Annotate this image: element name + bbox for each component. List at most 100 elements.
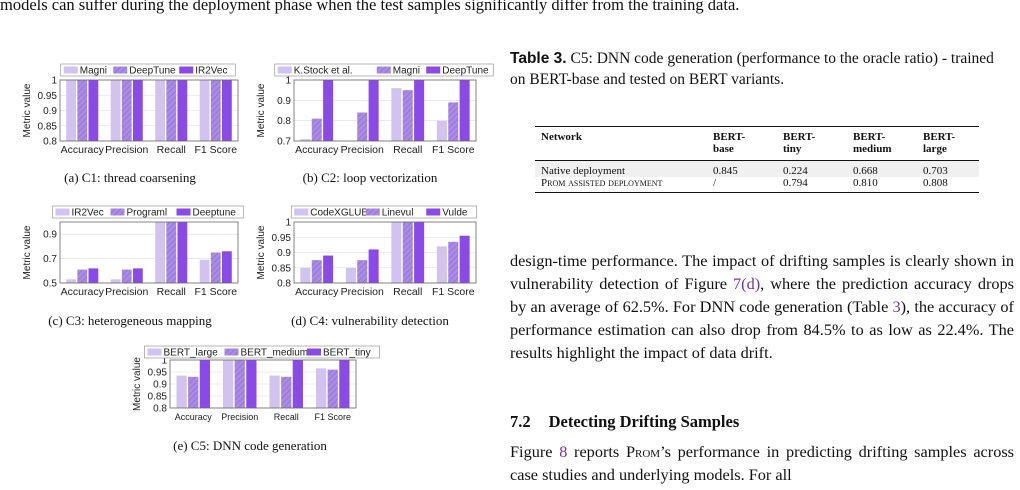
table-cell: 0.810 xyxy=(853,177,878,189)
bar-1 xyxy=(269,375,280,408)
bar-2 xyxy=(234,360,245,408)
bar-1 xyxy=(66,279,77,283)
y-tick-label: 0.8 xyxy=(277,116,291,127)
prom-name: Prom xyxy=(625,442,661,461)
table-cell: 0.794 xyxy=(783,177,808,189)
x-tick-label: F1 Score xyxy=(194,286,237,298)
section-title: Detecting Drifting Samples xyxy=(548,412,740,431)
bar-1 xyxy=(110,80,121,141)
y-axis-label: Metric value xyxy=(256,225,267,279)
figure8-link[interactable]: 8 xyxy=(559,442,568,461)
chart-c: Metric value 0.5 0.7 0.9 Accuracy Precision Re… xyxy=(10,205,250,310)
x-tick-label: Accuracy xyxy=(175,412,213,422)
bar-3 xyxy=(292,360,303,408)
y-tick-label: 0.7 xyxy=(43,254,57,265)
body-text-2: , where the prediction accuracy drops by… xyxy=(510,274,1015,316)
bar-1 xyxy=(345,267,356,283)
bar-3 xyxy=(177,80,188,141)
y-tick-label: 1 xyxy=(51,76,57,87)
y-tick-label: 0.9 xyxy=(43,106,57,117)
bar-2 xyxy=(311,260,322,283)
y-axis-label: Metric value xyxy=(22,225,33,279)
bar-2 xyxy=(448,102,459,141)
bar-3 xyxy=(414,222,425,283)
bar-1 xyxy=(223,360,234,408)
bar-3 xyxy=(368,80,379,141)
paragraph-top: models can suffer during the deployment … xyxy=(0,0,740,14)
table-cell-prom: Prom assisted deployment xyxy=(535,177,707,193)
table-cell: Native deployment xyxy=(535,160,707,177)
legend-frame xyxy=(52,205,244,219)
chart-d-svg: Metric value 0.8 0.85 0.9 0.95 1 Accuracy Preci… xyxy=(256,205,478,298)
legend-swatch xyxy=(176,208,191,216)
bar-3 xyxy=(221,80,232,141)
x-tick-label: Recall xyxy=(157,144,186,156)
final-text-1: Figure xyxy=(510,442,560,461)
y-tick-label: 0.9 xyxy=(277,96,291,107)
x-tick-label: Recall xyxy=(393,144,422,156)
bar-2 xyxy=(402,222,413,283)
legend-swatch xyxy=(110,208,125,216)
x-tick-label: Recall xyxy=(274,412,299,422)
legend-label: BERT_large xyxy=(164,348,219,359)
chart-e-caption: (e) C5: DNN code generation xyxy=(173,438,327,453)
bar-3 xyxy=(414,80,425,141)
legend-label: DeepTune xyxy=(129,66,176,77)
x-tick-label: Accuracy xyxy=(61,144,105,156)
legend-swatch xyxy=(224,348,239,356)
x-tick-label: Precision xyxy=(341,144,384,156)
legend-swatch xyxy=(179,66,194,74)
y-tick-label: 0.95 xyxy=(38,91,58,102)
bar-1 xyxy=(300,267,311,283)
y-tick-label: 0.5 xyxy=(43,279,57,290)
legend: K.Stock et al. Magni DeepTune xyxy=(274,63,494,77)
legend-label: Magni xyxy=(80,66,107,77)
x-tick-label: F1 Score xyxy=(314,412,351,422)
legend-label: BERT_tiny xyxy=(323,348,371,359)
final-text-2: reports xyxy=(567,442,626,461)
x-tick-label: Accuracy xyxy=(61,286,105,298)
bar-3 xyxy=(132,268,143,283)
figure-link[interactable]: 7(d) xyxy=(733,274,761,293)
table-header-bert-medium: BERT- medium xyxy=(853,131,892,155)
bar-2 xyxy=(281,376,292,408)
legend-label: IR2Vec xyxy=(195,66,227,77)
bar-3 xyxy=(88,268,99,283)
y-axis-label: Metric value xyxy=(132,357,143,411)
plot-frame xyxy=(293,221,477,284)
chart-d-caption: (d) C4: vulnerability detection xyxy=(291,313,449,328)
legend-label: Vulde xyxy=(442,208,468,219)
y-tick-label: 0.8 xyxy=(277,279,291,290)
bar-1 xyxy=(316,368,327,408)
x-tick-label: F1 Score xyxy=(194,144,237,156)
plot-frame xyxy=(293,79,477,142)
chart-a-svg: Metric value 0.8 0.85 0.9 0.95 1 Accuracy Preci… xyxy=(22,63,239,156)
bar-3 xyxy=(323,255,334,283)
legend-label: Linevul xyxy=(382,208,414,219)
chart-b-svg: Metric value 0.7 0.8 0.9 1 Accuracy Precision R… xyxy=(256,63,494,156)
bar-1 xyxy=(199,80,210,141)
bar-2 xyxy=(166,222,177,283)
table-header-bert-base: BERT- base xyxy=(713,131,746,155)
chart-e: Metric value 0.8 0.85 0.9 0.95 1 Accuracy Preci… xyxy=(130,345,380,434)
bar-2 xyxy=(188,376,199,408)
bar-1 xyxy=(391,222,402,283)
legend: BERT_large BERT_medium BERT_tiny xyxy=(144,345,380,359)
table-cell: / xyxy=(713,177,717,189)
legend: CodeXGLUE Linevul Vulde xyxy=(290,205,478,219)
bar-3 xyxy=(177,222,188,283)
y-axis-label: Metric value xyxy=(256,83,267,137)
section-number: 7.2 xyxy=(510,412,531,431)
x-tick-label: F1 Score xyxy=(432,286,475,298)
table-cell: 0.224 xyxy=(777,160,847,177)
bar-3 xyxy=(339,360,350,408)
plot-frame xyxy=(169,359,357,409)
y-tick-label: 0.95 xyxy=(272,233,292,244)
y-tick-label: 1 xyxy=(285,218,291,229)
legend-swatch xyxy=(294,208,309,216)
table-link[interactable]: 3 xyxy=(892,297,901,316)
body-text-3: ), the accuracy of performance estimatio… xyxy=(510,297,1014,362)
y-tick-label: 0.8 xyxy=(43,137,57,148)
body-text-1: design-time performance. The impact of d… xyxy=(510,251,1014,293)
chart-a-caption: (a) C1: thread coarsening xyxy=(64,170,196,185)
